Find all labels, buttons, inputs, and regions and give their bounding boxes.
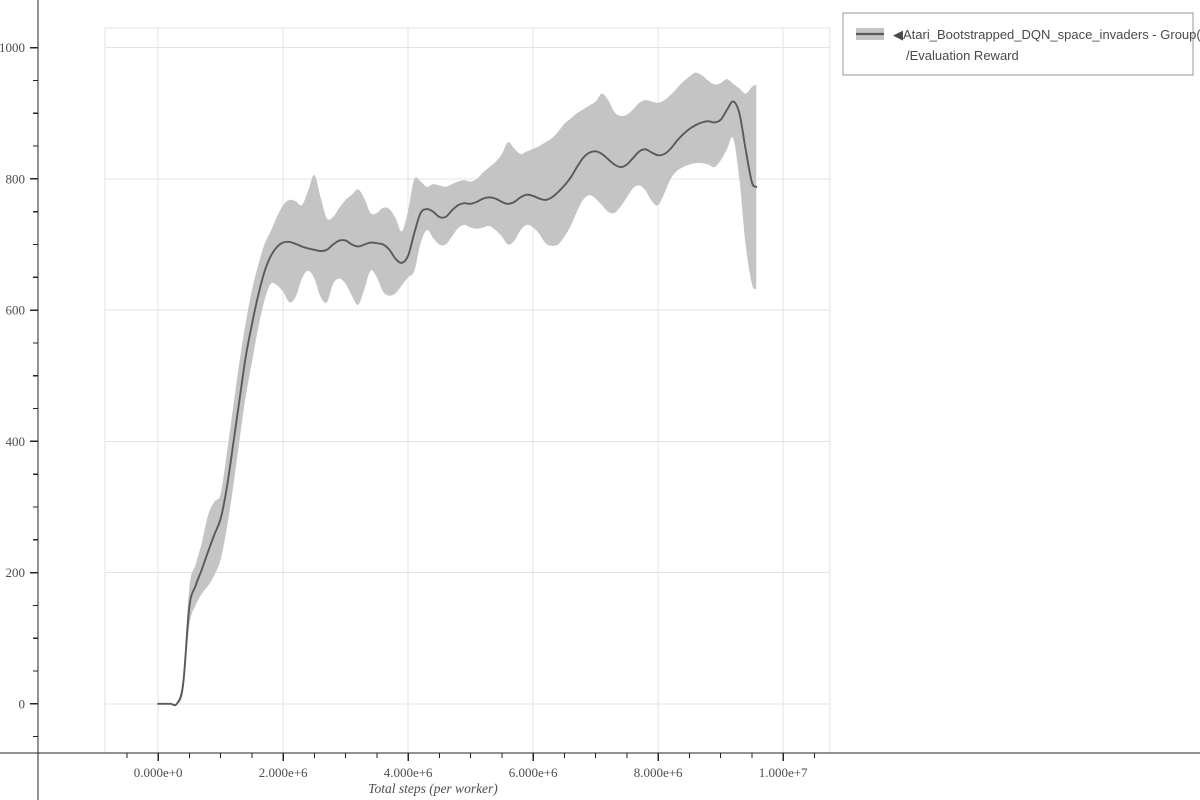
y-tick-label: 1000 — [0, 40, 25, 55]
x-tick-label: 8.000e+6 — [634, 765, 683, 780]
gridlines — [105, 28, 830, 753]
legend-label-line-2[interactable]: /Evaluation Reward — [906, 48, 1019, 63]
series-layer — [157, 72, 758, 707]
legend-label-line-1[interactable]: ◀Atari_Bootstrapped_DQN_space_invaders -… — [893, 27, 1200, 42]
y-axis: 0 200 400 600 800 1000 — [0, 0, 39, 800]
x-tick-label: 0.000e+0 — [134, 765, 183, 780]
y-tick-label: 800 — [6, 171, 26, 186]
y-tick-label: 400 — [6, 434, 26, 449]
y-tick-label: 600 — [6, 303, 26, 318]
x-axis-title: Total steps (per worker) — [368, 781, 498, 796]
mean-line-0 — [157, 100, 758, 707]
legend-box — [842, 12, 1194, 76]
x-axis: 0.000e+0 2.000e+6 4.000e+6 6.000e+6 8.000e+6… — [0, 752, 1200, 780]
confidence-band-0 — [158, 72, 757, 706]
x-tick-label: 4.000e+6 — [384, 765, 433, 780]
x-tick-label: 2.000e+6 — [259, 765, 308, 780]
x-tick-label: 6.000e+6 — [509, 765, 558, 780]
y-tick-label: 200 — [6, 565, 26, 580]
y-tick-label: 0 — [19, 696, 26, 711]
x-tick-label: 1.000e+7 — [759, 765, 808, 780]
chart-legend[interactable]: ◀Atari_Bootstrapped_DQN_space_invaders -… — [842, 12, 1200, 76]
